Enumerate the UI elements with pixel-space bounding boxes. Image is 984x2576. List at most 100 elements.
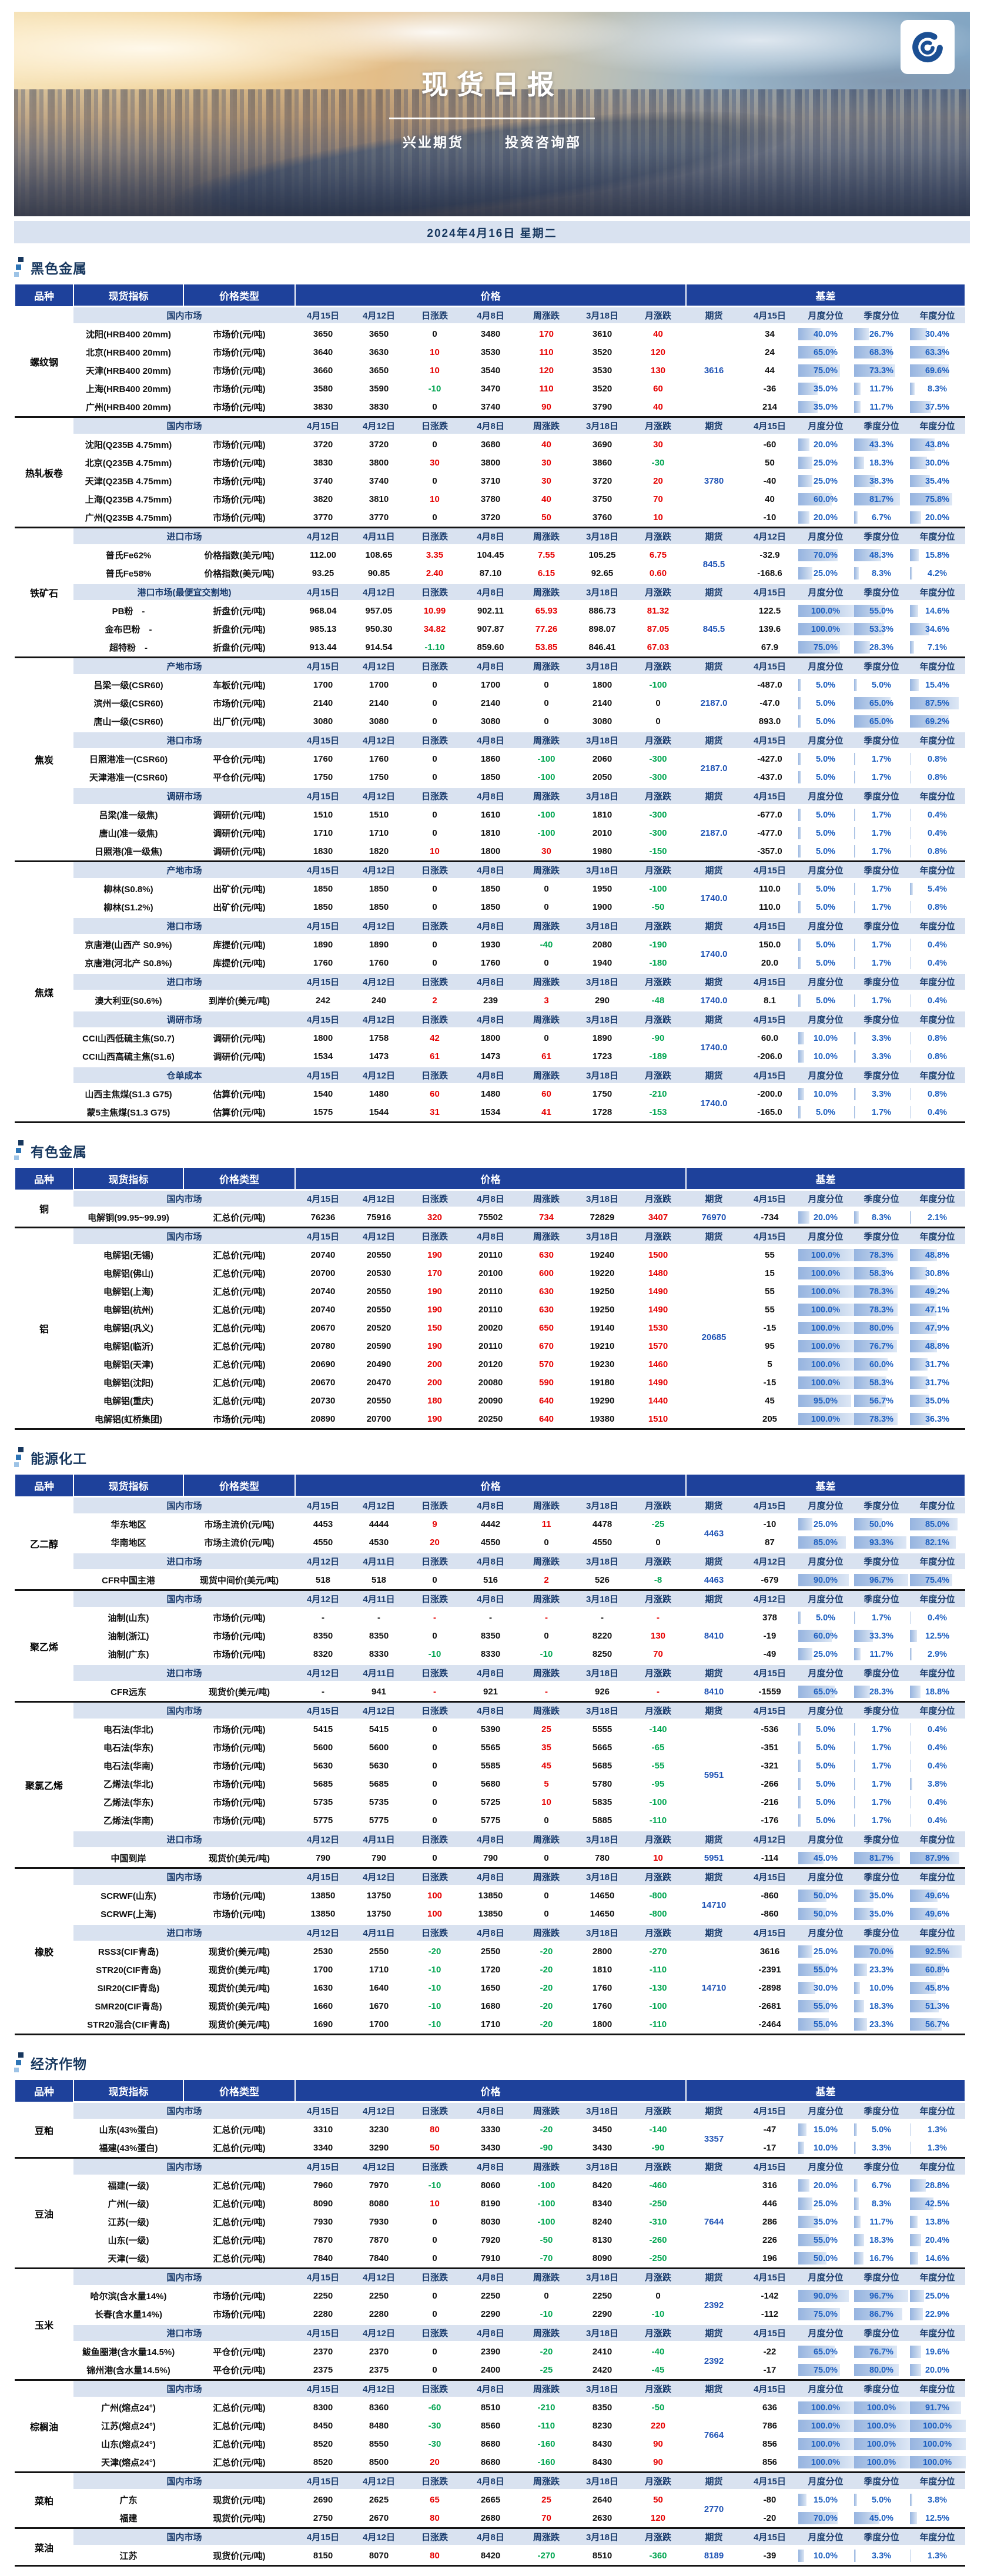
basis-cell: 110.0: [759, 902, 781, 912]
percentile-value: 5.0%: [815, 846, 836, 856]
change-cell: -250: [649, 2253, 667, 2263]
percentile-header: 年度分位: [909, 582, 966, 602]
percentile-value: 100.0%: [811, 624, 841, 634]
date-header: 周涨跌: [518, 1663, 574, 1683]
percentile-value: 1.7%: [871, 1743, 892, 1753]
change-cell: 0: [432, 1631, 437, 1641]
date-header: 4月11日: [351, 527, 407, 546]
percentile-value: 1.7%: [871, 884, 892, 894]
price-cell: 790: [315, 1853, 331, 1863]
percentile-bar: [910, 1648, 912, 1660]
change-cell: 1490: [648, 1305, 668, 1315]
percentile-bar: [910, 994, 911, 1007]
percentile-value: 25.0%: [813, 458, 838, 468]
price-cell: 20550: [366, 1250, 391, 1260]
percentile-value: 0.4%: [928, 958, 948, 968]
data-row: CFR远东 现货价(美元/吨) -941-921-926-8410 -1559 65.0…: [15, 1682, 965, 1702]
percentile-cell: 100.0%: [798, 1410, 855, 1429]
percentile-bar: [854, 567, 859, 579]
indicator-cell: SMR20(CIF青岛): [95, 2002, 162, 2012]
price-type-cell: 出矿价(元/吨): [213, 903, 266, 913]
percentile-bar: [910, 1982, 936, 1994]
change-cell: 10: [541, 1797, 551, 1807]
indicator-cell: 华南地区: [111, 1538, 146, 1548]
price-type-cell: 汇总价(元/吨): [213, 1213, 266, 1223]
percentile-bar: [854, 1982, 860, 1994]
percentile-value: 69.6%: [925, 366, 950, 376]
percentile-cell: 65.0%: [798, 343, 854, 361]
market-subheader-row: 橡胶 国内市场 4月15日 4月12日 日涨跌 4月8日 周涨跌 3月18日 月涨跌 期货 4月15…: [15, 1867, 966, 2035]
basis-cell: -17: [763, 2365, 777, 2375]
price-type-cell: 市场价(元/吨): [213, 1816, 266, 1826]
date-header: 日涨跌: [407, 2527, 463, 2547]
percentile-bar: [854, 2123, 857, 2136]
change-cell: 130: [650, 366, 666, 376]
change-cell: -300: [649, 828, 667, 838]
price-cell: 20590: [366, 1341, 391, 1351]
basis-cell: -49: [763, 1649, 777, 1659]
percentile-bar: [798, 1723, 801, 1736]
percentile-value: 78.3%: [869, 1250, 894, 1260]
change-cell: 0: [432, 1815, 437, 1825]
price-type-cell: 市场价(元/吨): [213, 403, 266, 413]
basis-date-header: 4月15日: [742, 1663, 798, 1683]
percentile-cell: 100.0%: [798, 601, 855, 621]
date-header: 3月18日: [574, 582, 630, 602]
date-header: 周涨跌: [518, 1496, 574, 1515]
basis-date-header: 4月15日: [742, 1010, 798, 1029]
percentile-value: 5.0%: [815, 1815, 836, 1825]
change-cell: 5: [544, 1779, 549, 1789]
price-cell: 8450: [313, 2421, 333, 2431]
price-cell: 20670: [310, 1378, 336, 1388]
change-cell: -10: [540, 2309, 553, 2319]
basis-cell: -860: [761, 1891, 779, 1901]
data-row: 日照港(准一级焦) 调研价(元/吨) 1830 1820 10 1800 30 1980 -15…: [15, 842, 965, 862]
percentile-bar: [854, 901, 855, 913]
date-header: 周涨跌: [518, 656, 574, 676]
change-cell: 630: [538, 1305, 554, 1315]
data-row: SCRWF(上海) 市场价(元/吨) 13850 13750 100 13850 0 1465…: [15, 1905, 965, 1924]
percentile-value: 20.0%: [813, 2180, 838, 2190]
percentile-header: 季度分位: [854, 416, 910, 436]
date-header: 4月8日: [463, 731, 518, 750]
variety-cell: 豆粕: [15, 2102, 73, 2158]
percentile-bar: [798, 438, 810, 451]
date-header: 4月12日: [351, 1066, 407, 1085]
percentile-value: 5.0%: [871, 680, 892, 690]
date-header: 日涨跌: [407, 2157, 463, 2176]
percentile-bar: [910, 2494, 912, 2506]
price-cell: 14650: [590, 1909, 615, 1919]
variety-header: 品种: [14, 283, 74, 307]
price-cell: 7910: [480, 2253, 501, 2263]
price-cell: 8320: [313, 1649, 333, 1659]
date-header: 日涨跌: [407, 416, 463, 436]
percentile-value: 6.7%: [871, 512, 892, 522]
percentile-cell: 5.0%: [798, 768, 854, 788]
percentile-header: 年度分位: [909, 2527, 966, 2547]
percentile-cell: 100.0%: [798, 1337, 855, 1355]
percentile-value: 38.3%: [869, 476, 894, 486]
change-cell: -: [657, 1687, 660, 1697]
indicator-cell: 乙烯法(华东): [103, 1798, 153, 1808]
price-cell: 1758: [369, 1033, 389, 1043]
basis-cell: -19: [763, 1631, 777, 1641]
price-cell: 8220: [592, 1631, 613, 1641]
change-cell: -100: [537, 2199, 555, 2209]
change-cell: 190: [427, 1341, 443, 1351]
date-header: 4月8日: [463, 2527, 518, 2547]
percentile-value: 3.8%: [928, 1779, 948, 1789]
percentile-bar: [798, 1376, 855, 1389]
percentile-value: 20.0%: [813, 440, 838, 450]
basis-cell: 87: [765, 1537, 775, 1547]
percentile-value: 50.0%: [869, 1519, 894, 1529]
price-cell: 2625: [369, 2495, 389, 2505]
commodity-table: 品种 现货指标 价格类型 价格 基差 豆粕 国内市场 4月15日 4月12日 日涨跌 4月8日 周涨跌…: [14, 2079, 966, 2567]
price-cell: 8520: [313, 2439, 333, 2449]
date-header: 4月11日: [351, 1552, 407, 1571]
futures-header: 期货: [686, 1701, 742, 1720]
price-cell: 13750: [366, 1891, 391, 1901]
date-header: 3月18日: [574, 1923, 630, 1942]
percentile-bar: [798, 1760, 801, 1772]
percentile-cell: 10.0%: [798, 1047, 854, 1067]
date-header: 日涨跌: [407, 860, 463, 880]
